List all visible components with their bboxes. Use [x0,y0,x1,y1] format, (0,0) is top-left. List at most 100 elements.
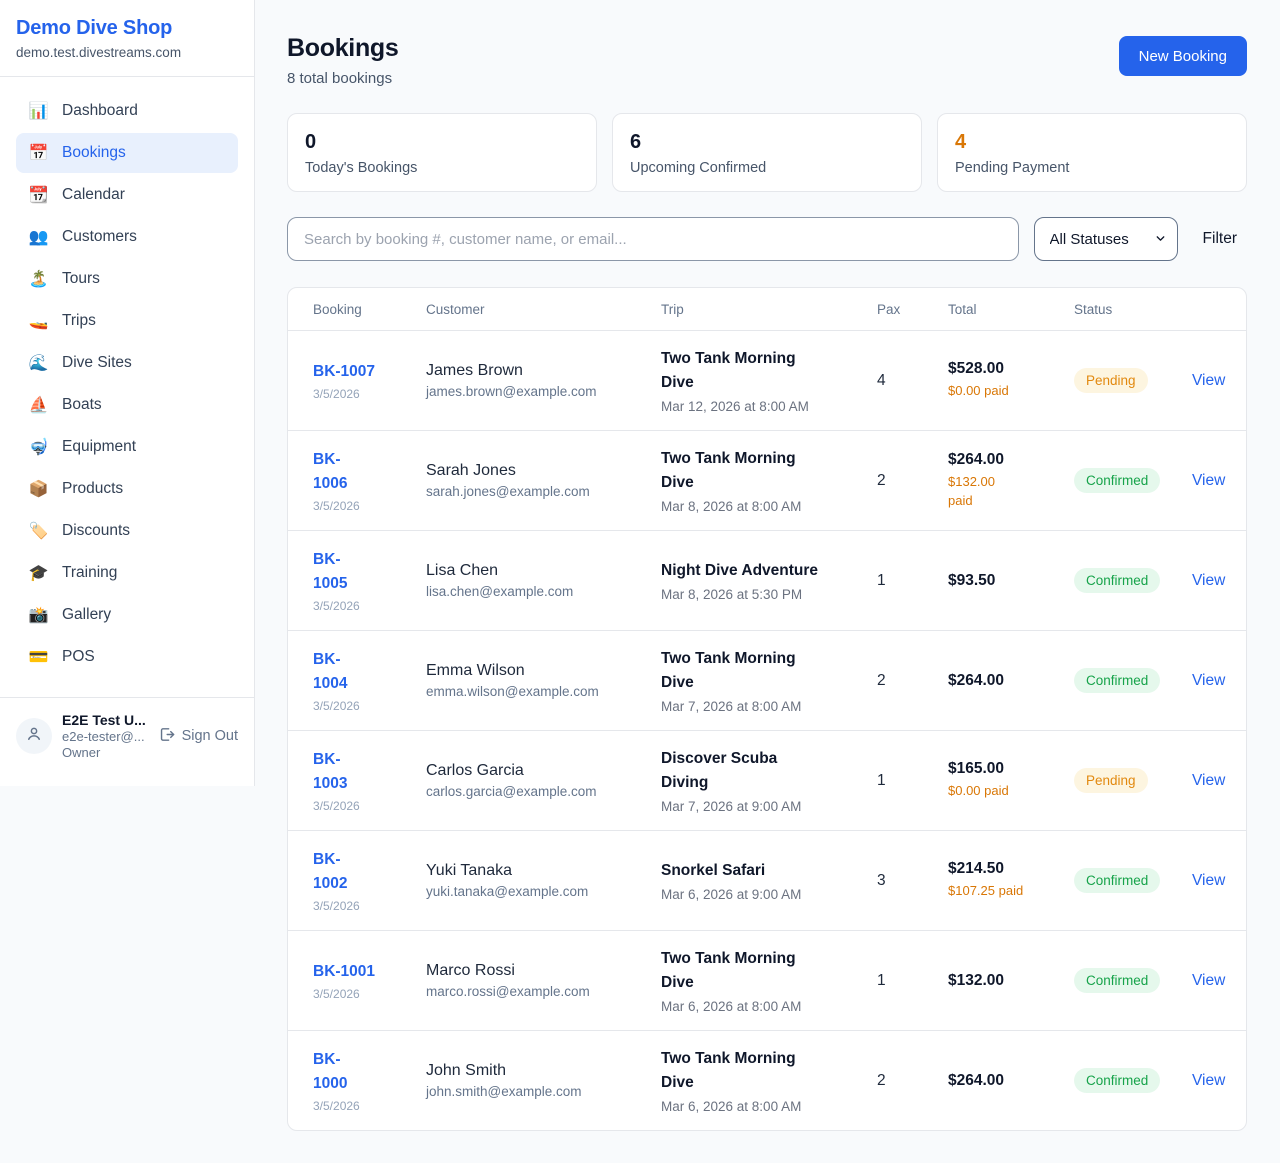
booking-id-link[interactable]: BK- 1004 [313,650,348,692]
total-cell: $165.00 $0.00 paid [948,760,1074,801]
equipment-icon: 🤿 [28,439,49,456]
booking-date: 3/5/2026 [313,799,360,814]
view-link[interactable]: View [1192,871,1226,889]
paid-amount: $0.00 paid [948,383,1009,399]
view-link[interactable]: View [1192,671,1226,689]
view-link[interactable]: View [1192,371,1226,389]
sidebar-item-label: Gallery [62,606,112,623]
status-cell: Confirmed [1074,668,1192,693]
trip-name: Two Tank Morning Dive [661,1050,796,1091]
sidebar-item-label: Boats [62,396,102,413]
page-subtitle: 8 total bookings [287,70,393,87]
trip-name: Two Tank Morning Dive [661,450,796,491]
total-amount: $132.00 [948,971,1005,989]
total-cell: $264.00 [948,1072,1074,1090]
status-badge: Confirmed [1074,568,1161,593]
booking-id-link[interactable]: BK-1007 [313,362,376,380]
sidebar-item-discounts[interactable]: 🏷️ Discounts [16,511,238,551]
sidebar-item-trips[interactable]: 🚤 Trips [16,301,238,341]
status-badge: Confirmed [1074,668,1161,693]
sidebar-nav: 📊 Dashboard 📅 Bookings 📆 Calendar 👥 Cust… [0,77,254,689]
table-row: BK- 1000 3/5/2026 John Smith john.smith@… [288,1030,1246,1130]
customer-cell: Yuki Tanaka yuki.tanaka@example.com [426,862,661,899]
booking-cell: BK- 1005 3/5/2026 [313,548,426,613]
user-email: e2e-tester@... [62,729,145,744]
customer-email: yuki.tanaka@example.com [426,884,589,899]
customer-email: lisa.chen@example.com [426,584,574,599]
booking-id-link[interactable]: BK- 1003 [313,750,348,792]
trip-time: Mar 12, 2026 at 8:00 AM [661,398,809,414]
total-amount: $528.00 [948,360,1005,378]
pax-value: 2 [877,471,886,489]
sidebar-item-tours[interactable]: 🏝️ Tours [16,259,238,299]
booking-date: 3/5/2026 [313,387,360,401]
sidebar-item-calendar[interactable]: 📆 Calendar [16,175,238,215]
trip-cell: Snorkel Safari Mar 6, 2026 at 9:00 AM [661,859,877,902]
trip-name: Discover Scuba Diving [661,750,778,791]
customer-email: james.brown@example.com [426,384,597,399]
pos-icon: 💳 [28,649,49,666]
pax-cell: 2 [877,472,948,490]
search-input[interactable] [287,217,1019,261]
trip-time: Mar 8, 2026 at 5:30 PM [661,587,803,603]
stat-label: Upcoming Confirmed [630,160,767,176]
booking-id-link[interactable]: BK- 1002 [313,850,348,892]
sidebar-item-pos[interactable]: 💳 POS [16,637,238,677]
sidebar-item-dashboard[interactable]: 📊 Dashboard [16,91,238,131]
column-header-pax: Pax [877,302,901,317]
customer-name: Carlos Garcia [426,762,524,779]
status-select[interactable]: All Statuses [1033,217,1178,261]
status-cell: Confirmed [1074,1068,1192,1093]
sidebar-item-products[interactable]: 📦 Products [16,469,238,509]
sidebar-item-equipment[interactable]: 🤿 Equipment [16,427,238,467]
table-row: BK-1007 3/5/2026 James Brown james.brown… [288,330,1246,430]
booking-id-link[interactable]: BK- 1006 [313,450,348,492]
booking-cell: BK- 1000 3/5/2026 [313,1048,426,1113]
pax-cell: 3 [877,872,948,890]
shop-domain: demo.test.divestreams.com [16,45,182,60]
booking-id-link[interactable]: BK- 1000 [313,1050,348,1092]
table-row: BK- 1005 3/5/2026 Lisa Chen lisa.chen@ex… [288,530,1246,630]
stat-card-upcoming-confirmed: 6 Upcoming Confirmed [612,113,922,192]
view-link[interactable]: View [1192,471,1226,489]
view-link[interactable]: View [1192,971,1226,989]
sidebar-item-boats[interactable]: ⛵ Boats [16,385,238,425]
table-row: BK- 1003 3/5/2026 Carlos Garcia carlos.g… [288,730,1246,830]
view-link[interactable]: View [1192,771,1226,789]
view-link[interactable]: View [1192,1071,1226,1089]
person-icon [25,725,43,748]
pax-value: 2 [877,671,886,689]
sidebar-item-dive-sites[interactable]: 🌊 Dive Sites [16,343,238,383]
booking-id-link[interactable]: BK- 1005 [313,550,348,592]
status-cell: Confirmed [1074,968,1192,993]
sidebar-item-customers[interactable]: 👥 Customers [16,217,238,257]
sidebar-item-gallery[interactable]: 📸 Gallery [16,595,238,635]
pax-cell: 2 [877,1072,948,1090]
bookings-table: Booking Customer Trip Pax Total Status B… [287,287,1247,1131]
customers-icon: 👥 [28,229,49,246]
table-row: BK-1001 3/5/2026 Marco Rossi marco.rossi… [288,930,1246,1030]
stat-card-todays-bookings: 0 Today's Bookings [287,113,597,192]
customer-cell: James Brown james.brown@example.com [426,362,661,399]
table-row: BK- 1002 3/5/2026 Yuki Tanaka yuki.tanak… [288,830,1246,930]
sign-out-button[interactable]: Sign Out [158,726,238,747]
filter-button[interactable]: Filter [1202,230,1237,247]
new-booking-button[interactable]: New Booking [1118,36,1247,76]
bookings-icon: 📅 [28,145,49,162]
sidebar-item-label: Trips [62,312,96,329]
discounts-icon: 🏷️ [28,523,49,540]
view-link[interactable]: View [1192,571,1226,589]
user-meta: E2E Test U... e2e-tester@... Owner [62,712,148,760]
total-amount: $264.00 [948,450,1005,468]
sidebar-item-label: Equipment [62,438,137,455]
sidebar-item-bookings[interactable]: 📅 Bookings [16,133,238,173]
sidebar: Demo Dive Shop demo.test.divestreams.com… [0,0,255,786]
sidebar-item-training[interactable]: 🎓 Training [16,553,238,593]
sidebar-item-label: Customers [62,228,137,245]
pax-cell: 4 [877,372,948,390]
customer-cell: Lisa Chen lisa.chen@example.com [426,562,661,599]
user-role: Owner [62,745,101,760]
booking-id-link[interactable]: BK-1001 [313,962,376,980]
main-content: Bookings 8 total bookings New Booking 0 … [255,0,1280,1163]
user-avatar [16,718,52,754]
